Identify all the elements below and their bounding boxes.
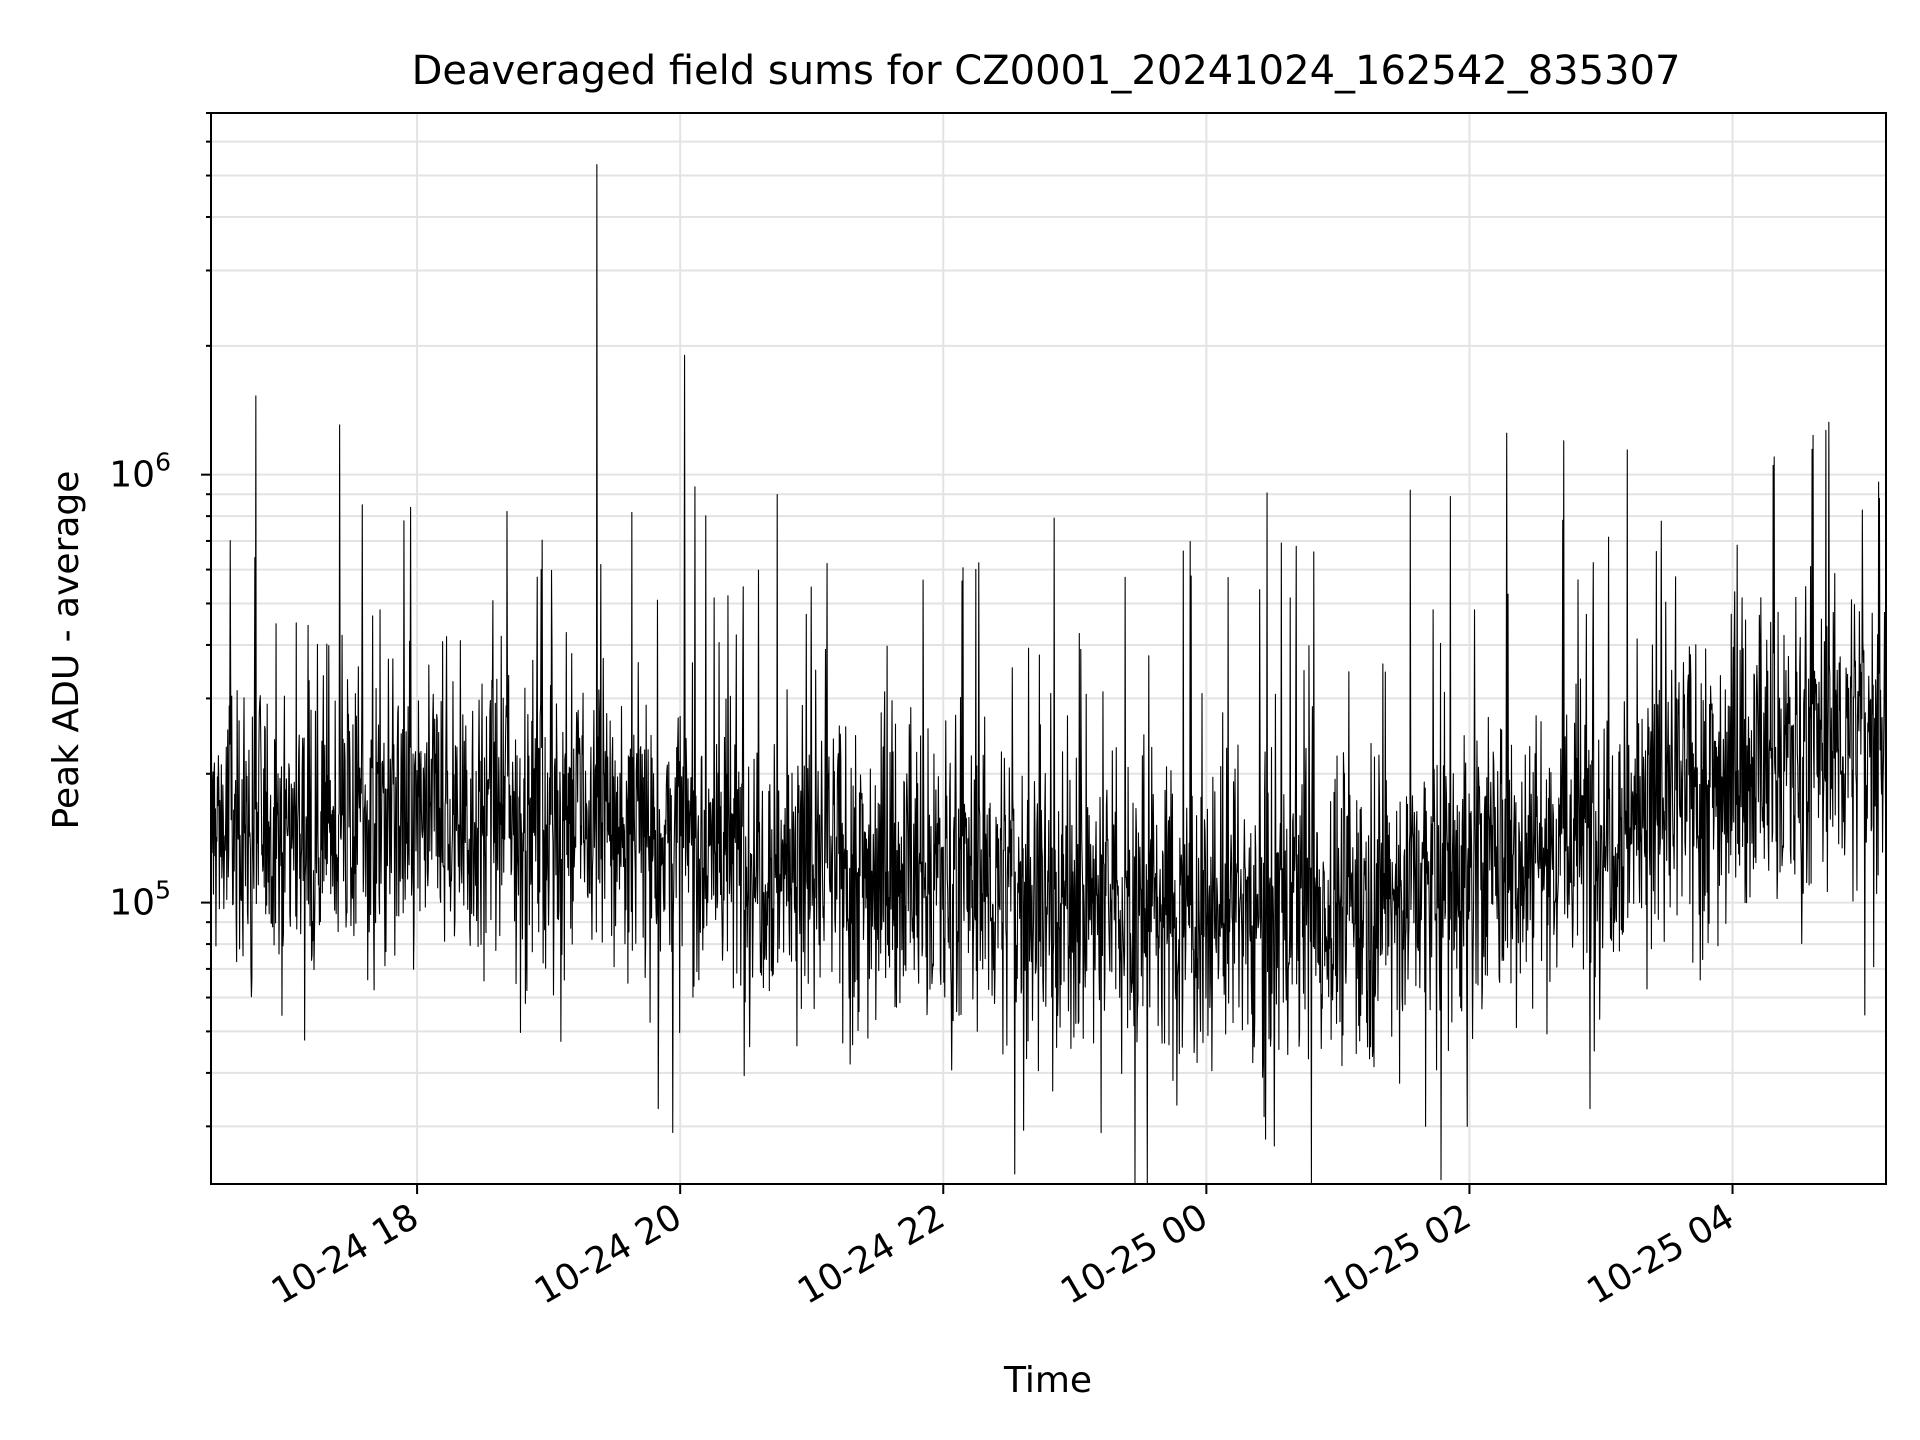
y-axis-label: Peak ADU - average xyxy=(46,471,87,830)
y-tick-label: 105 xyxy=(109,876,171,924)
series-line xyxy=(210,164,1887,1185)
chart-title: Deaveraged field sums for CZ0001_2024102… xyxy=(412,48,1681,94)
x-grid xyxy=(416,113,1734,1184)
y-tick-label: 106 xyxy=(109,448,171,496)
plot-frame xyxy=(210,112,1887,1185)
y-axis: 105 106 xyxy=(109,112,211,1128)
x-axis-label: Time xyxy=(1003,1360,1092,1401)
data-series xyxy=(210,164,1887,1185)
